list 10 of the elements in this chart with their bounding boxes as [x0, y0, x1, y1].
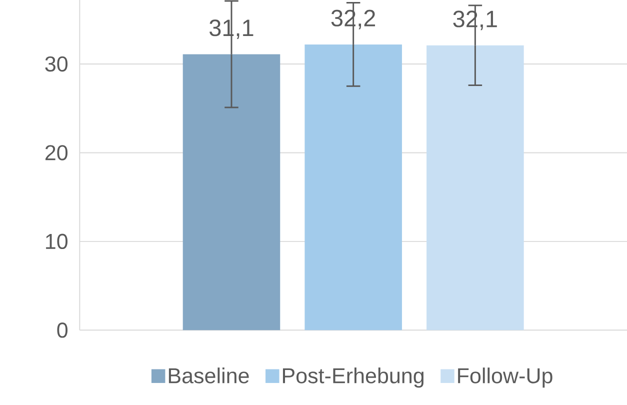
- y-tick-label: 30: [45, 56, 68, 72]
- y-tick-label: 0: [57, 322, 68, 338]
- legend-label: Post-Erhebung: [282, 368, 424, 388]
- y-tick-label: 20: [45, 145, 68, 160]
- legend-label: Baseline: [168, 368, 249, 384]
- bar: [182, 54, 280, 330]
- legend-label: Follow-Up: [458, 368, 552, 388]
- bar: [426, 45, 524, 330]
- bar: [304, 44, 402, 330]
- y-tick-label: 10: [46, 234, 68, 250]
